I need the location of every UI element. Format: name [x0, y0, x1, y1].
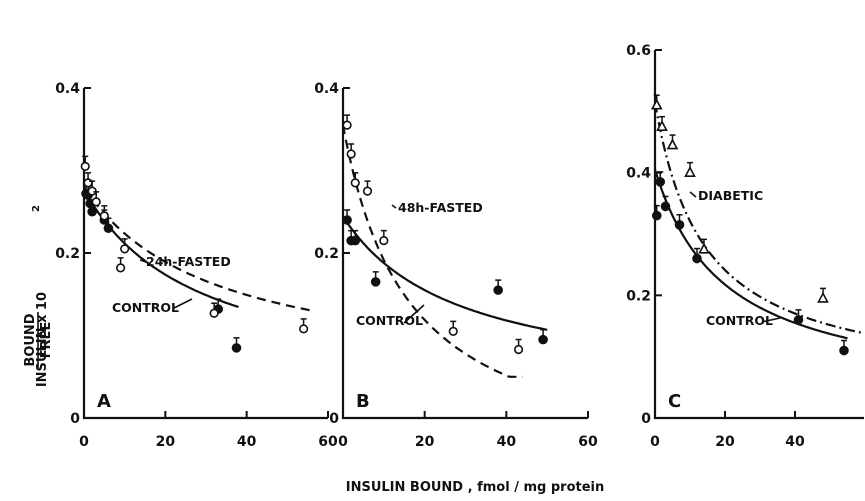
y-tick-label: 0.2 — [314, 246, 339, 262]
x-tick-label: 20 — [415, 434, 435, 450]
panel-c: 0 20 40 0 0.2 0.4 0.6 C DIABETIC CONTROL — [626, 43, 864, 450]
series-line-control — [83, 189, 239, 309]
panel-label: B — [356, 391, 370, 412]
data-point-48h-fasted — [379, 236, 389, 246]
annotation-label: CONTROL — [706, 313, 773, 328]
data-point-diabetic — [684, 165, 696, 177]
annotation-arrow — [689, 191, 697, 198]
y-tick-label: 0.4 — [314, 81, 339, 97]
x-tick-label: 40 — [785, 434, 805, 450]
annotation-arrow — [391, 204, 397, 209]
data-point-control — [87, 206, 97, 217]
panel-label: A — [97, 391, 111, 412]
annotation-arrow — [173, 298, 193, 309]
series-line-24h-fasted — [83, 186, 312, 312]
data-point-24h-fasted — [99, 211, 109, 221]
annotation-label: 24h-FASTED — [146, 254, 231, 269]
series-line-48h-fasted — [341, 124, 523, 378]
x-tick-label: 40 — [497, 434, 517, 450]
data-point-24h-fasted — [83, 178, 93, 188]
annotation-arrow — [761, 317, 781, 323]
data-point-diabetic — [817, 291, 829, 303]
data-point-diabetic — [650, 98, 663, 110]
y-axis-label: BOUND FREE INSULIN x 10 2 — [23, 205, 54, 387]
data-point-control — [793, 315, 804, 325]
panel-label: C — [668, 391, 681, 412]
y-tick-label: 0.6 — [626, 43, 651, 59]
annotation-label: DIABETIC — [698, 188, 763, 203]
data-point-24h-fasted — [115, 263, 126, 273]
data-point-48h-fasted — [342, 120, 352, 130]
x-tick-label: 0 — [650, 434, 660, 450]
data-point-diabetic — [656, 119, 668, 131]
series-line-control — [653, 169, 848, 340]
data-point-control — [350, 235, 361, 246]
y-tick-label: 0 — [641, 411, 651, 427]
x-tick-label: 20 — [156, 434, 176, 450]
data-point-control — [655, 177, 666, 187]
data-point-48h-fasted — [350, 178, 360, 188]
y-tick-label: 0 — [70, 411, 80, 427]
x-tick-label: 60 — [578, 434, 598, 450]
annotation-arrow — [403, 304, 425, 324]
y-tick-label: 0.4 — [626, 166, 651, 182]
x-tick-label: 0 — [79, 434, 89, 450]
y-axis-label-text: INSULIN x 10 — [35, 292, 50, 387]
data-point-control — [231, 343, 242, 353]
y-tick-label: 0.4 — [55, 81, 80, 97]
panel-a: 0 20 40 60 0 0.2 0.4 A 24h-FASTED CONTROL — [55, 81, 338, 450]
x-tick-label: 0 — [338, 434, 348, 450]
data-point-control — [651, 210, 662, 221]
data-point-control — [103, 223, 114, 234]
annotation-label: CONTROL — [356, 313, 423, 328]
data-point-control — [839, 345, 849, 356]
y-tick-label: 0.2 — [626, 288, 651, 304]
data-point-24h-fasted — [299, 324, 309, 334]
data-point-48h-fasted — [362, 186, 373, 196]
annotation-arrow — [139, 259, 147, 263]
y-axis-label-numerator: BOUND — [23, 313, 38, 366]
x-tick-label: 40 — [237, 434, 257, 450]
data-point-diabetic — [666, 138, 679, 150]
data-point-control — [493, 285, 503, 295]
annotation-label: 48h-FASTED — [398, 200, 483, 215]
data-point-48h-fasted — [513, 344, 524, 355]
data-point-24h-fasted — [209, 308, 219, 318]
data-point-24h-fasted — [120, 244, 130, 254]
data-point-control — [370, 277, 381, 287]
data-point-24h-fasted — [80, 161, 90, 171]
y-tick-label: 0.2 — [55, 246, 80, 262]
data-point-48h-fasted — [448, 326, 458, 336]
data-point-control — [674, 220, 685, 230]
series-line-control — [342, 215, 548, 331]
y-tick-label: 0 — [329, 411, 339, 427]
x-tick-label: 60 — [318, 434, 338, 450]
data-point-48h-fasted — [346, 149, 356, 159]
data-point-control — [692, 253, 702, 264]
data-point-diabetic — [698, 242, 710, 254]
data-point-control — [538, 334, 548, 345]
y-axis-label-exponent: 2 — [31, 205, 42, 212]
annotation-label: CONTROL — [112, 300, 179, 315]
data-point-control — [660, 201, 671, 212]
x-axis-label: INSULIN BOUND , fmol / mg protein — [346, 480, 605, 495]
x-tick-label: 20 — [715, 434, 735, 450]
y-axis-label-denominator: FREE — [39, 322, 54, 359]
data-point-24h-fasted — [91, 197, 101, 207]
data-point-control — [342, 215, 352, 225]
series-line-diabetic — [653, 102, 864, 335]
